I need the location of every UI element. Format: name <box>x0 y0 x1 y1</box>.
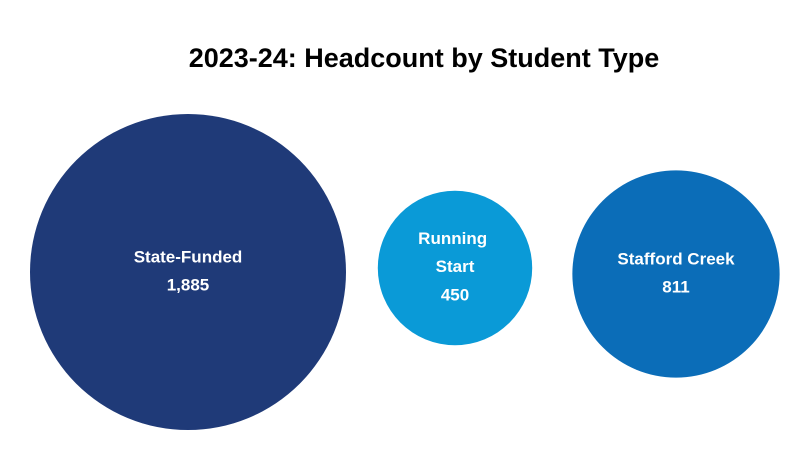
bubble-label: Stafford Creek <box>617 249 735 268</box>
chart-title: 2023-24: Headcount by Student Type <box>189 43 660 73</box>
bubble <box>30 114 346 430</box>
bubble-label: Running Start <box>418 229 492 276</box>
bubble <box>572 170 780 378</box>
bubble-label: State-Funded <box>134 247 243 266</box>
bubble-value: 811 <box>662 277 689 296</box>
bubble <box>377 190 533 346</box>
bubble-value: 450 <box>441 285 469 304</box>
bubble-value: 1,885 <box>167 275 210 294</box>
